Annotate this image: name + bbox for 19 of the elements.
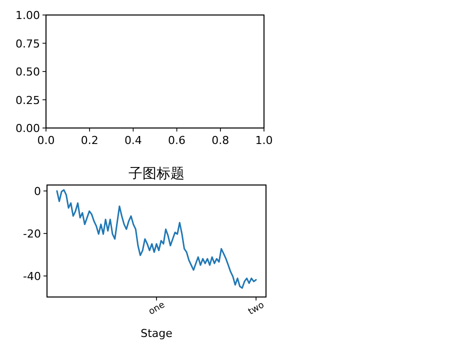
y-tick-label: 1.00 — [16, 9, 40, 22]
x-tick-label: one — [147, 300, 168, 318]
y-tick-label: 0.75 — [16, 37, 40, 50]
x-tick-label: 0.2 — [80, 134, 98, 147]
y-tick-label: -40 — [23, 270, 41, 283]
y-tick-label: 0.00 — [16, 122, 40, 135]
y-tick-label: 0.50 — [16, 66, 40, 78]
y-tick-label: 0 — [34, 184, 41, 198]
x-tick-label: two — [246, 300, 267, 318]
x-tick-label: 0.8 — [212, 134, 230, 147]
y-tick-label: 0.25 — [16, 94, 40, 107]
y-tick-label: -20 — [23, 227, 41, 240]
line-series — [56, 189, 257, 289]
x-axis-title: Stage — [140, 327, 173, 340]
x-tick-label: 1.0 — [255, 134, 273, 147]
x-tick-label: 0.0 — [37, 134, 55, 147]
x-tick-label: 0.6 — [168, 134, 186, 147]
chart-title: 子图标题 — [128, 166, 184, 182]
x-tick-label: 0.4 — [124, 134, 142, 147]
